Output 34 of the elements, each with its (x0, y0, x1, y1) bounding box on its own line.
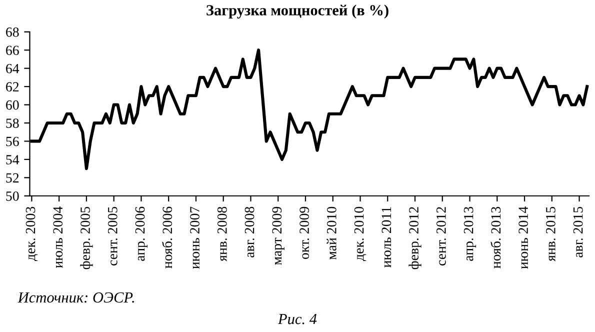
x-tick-label: март 2009 (272, 206, 284, 265)
y-tick-label: 68 (6, 27, 19, 37)
x-tick-label: янв. 2015 (546, 206, 556, 262)
y-tick-label: 52 (6, 173, 19, 183)
x-tick-label: авг. 2015 (573, 206, 583, 258)
x-tick-label: июль 2004 (53, 206, 63, 268)
x-tick-label: апр. 2013 (464, 206, 476, 261)
y-tick-label: 58 (6, 118, 19, 128)
x-tick-label: май 2010 (326, 206, 336, 260)
x-tick-label: апр. 2006 (135, 206, 148, 261)
y-tick-label: 66 (6, 46, 19, 56)
y-tick-label: 60 (6, 100, 19, 110)
x-tick-label: авг. 2008 (244, 206, 254, 258)
text: Рис. 4 (278, 314, 317, 324)
x-tick-label: июнь 2007 (190, 206, 200, 269)
x-tick-label: нояб. 2006 (162, 206, 172, 268)
x-tick-label: июнь 2014 (518, 206, 528, 269)
x-tick-label: окт. 2009 (300, 206, 310, 260)
text: Источник: ОЭСР. (18, 292, 134, 303)
x-tick-label: сент. 2012 (436, 207, 446, 266)
x-tick-label: сент. 2005 (108, 206, 118, 266)
x-tick-label: дек. 2010 (354, 206, 366, 261)
x-tick-label: дек. 2003 (26, 206, 38, 261)
y-tick-label: 62 (6, 82, 19, 92)
y-tick-label: 64 (6, 64, 20, 74)
x-tick-label: июль 2011 (382, 207, 392, 268)
y-tick-label: 56 (6, 136, 19, 146)
x-tick-label: нояб. 2013 (490, 206, 501, 268)
x-tick-label: февр. 2012 (408, 207, 422, 270)
chart-title: Загрузка мощностей (в %) (206, 4, 388, 19)
x-tick-label: февр. 2005 (80, 206, 93, 270)
y-tick-label: 50 (6, 191, 19, 201)
x-tick-label: янв. 2008 (217, 206, 227, 262)
y-tick-label: 54 (6, 155, 20, 164)
